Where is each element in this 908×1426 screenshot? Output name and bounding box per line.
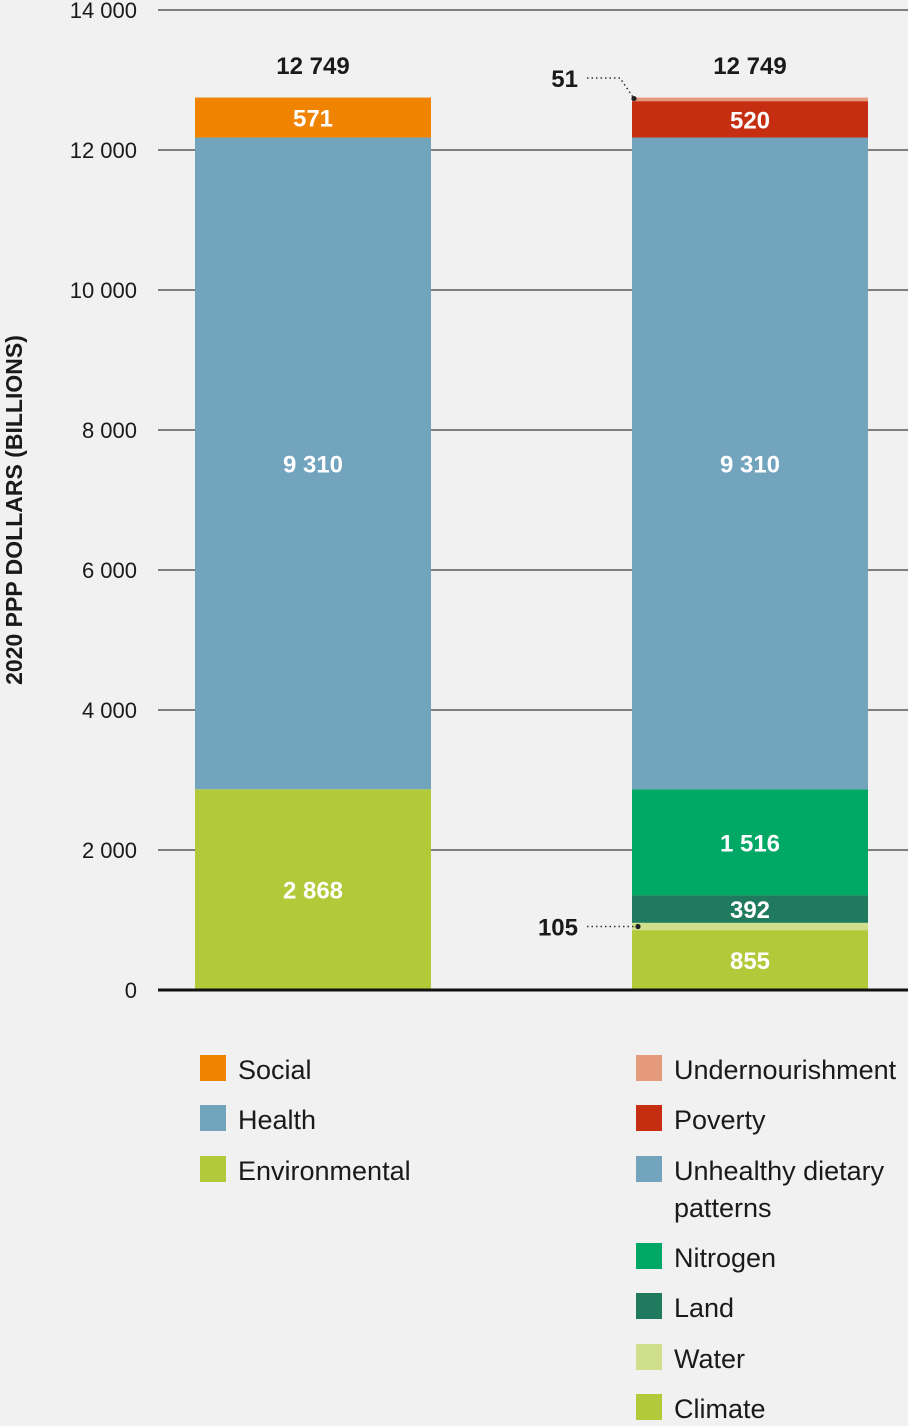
ytick-label-10000: 10 000 (70, 278, 137, 303)
callout-leader-undernourishment (587, 77, 635, 99)
bar-1-label-health: 9 310 (283, 451, 343, 478)
bar-2-label-poverty: 520 (730, 107, 770, 134)
legend-right-swatch-nitrogen (636, 1243, 662, 1269)
bar-2-label-nitrogen: 1 516 (720, 830, 780, 857)
bar-1-total-label: 12 749 (276, 53, 349, 80)
ytick-label-12000: 12 000 (70, 138, 137, 163)
ytick-label-0: 0 (125, 978, 137, 1003)
bar-2-segment-unhealthy-dietary-patterns (632, 137, 868, 790)
legend-right-swatch-undernourishment (636, 1055, 662, 1081)
legend-right-label-water: Water (674, 1344, 745, 1374)
bar-2-segment-climate (632, 930, 868, 990)
bar-2-segment-poverty (632, 101, 868, 138)
legend-left-label-environmental: Environmental (238, 1156, 411, 1186)
legend-right-label-nitrogen: Nitrogen (674, 1243, 776, 1273)
legend-right-label-poverty: Poverty (674, 1105, 766, 1135)
bar-1-label-environmental: 2 868 (283, 878, 343, 905)
legend-right-swatch-land (636, 1293, 662, 1319)
bar-1-segment-environmental (195, 789, 431, 990)
ytick-label-8000: 8 000 (82, 418, 137, 443)
callout-dot-undernourishment (631, 95, 637, 102)
ytick-label-14000: 14 000 (70, 0, 137, 23)
bar-2-segment-land (632, 895, 868, 923)
legend-right-label-undernourishment: Undernourishment (674, 1055, 897, 1085)
callout-dot-water (635, 923, 641, 930)
legend-right-label-climate: Climate (674, 1394, 766, 1421)
legend-right-swatch-poverty (636, 1105, 662, 1131)
legend-left-swatch-health (200, 1105, 226, 1131)
legend-right-swatch-climate (636, 1394, 662, 1420)
ytick-label-6000: 6 000 (82, 558, 137, 583)
bar-2-segment-water (632, 922, 868, 931)
legend-left-swatch-environmental (200, 1156, 226, 1182)
legend-right-label-land: Land (674, 1293, 734, 1323)
ytick-label-2000: 2 000 (82, 838, 137, 863)
legend-right-swatch-unhealthy-dietary-patterns (636, 1156, 662, 1182)
bar-2-label-undernourishment: 51 (551, 66, 578, 93)
bar-2-label-unhealthy-dietary-patterns: 9 310 (720, 451, 780, 478)
y-axis-title: 2020 PPP DOLLARS (BILLIONS) (1, 335, 27, 685)
ytick-label-4000: 4 000 (82, 698, 137, 723)
bar-2-label-climate: 855 (730, 948, 770, 975)
bar-1-label-social: 571 (293, 106, 333, 133)
legend-left-label-health: Health (238, 1105, 316, 1135)
bar-2-label-water: 105 (538, 914, 578, 941)
bar-1-segment-social (195, 97, 431, 138)
legend-left-swatch-social (200, 1055, 226, 1081)
bar-1-segment-health (195, 137, 431, 790)
bar-2-total-label: 12 749 (713, 53, 786, 80)
bar-2-segment-nitrogen (632, 789, 868, 896)
legend-right-swatch-water (636, 1344, 662, 1370)
bar-2-label-land: 392 (730, 897, 770, 924)
legend-right-label-unhealthy-dietary-patterns: Unhealthy dietary patterns (674, 1156, 885, 1223)
bar-2-segment-undernourishment (632, 97, 868, 102)
legend-left-label-social: Social (238, 1055, 312, 1085)
